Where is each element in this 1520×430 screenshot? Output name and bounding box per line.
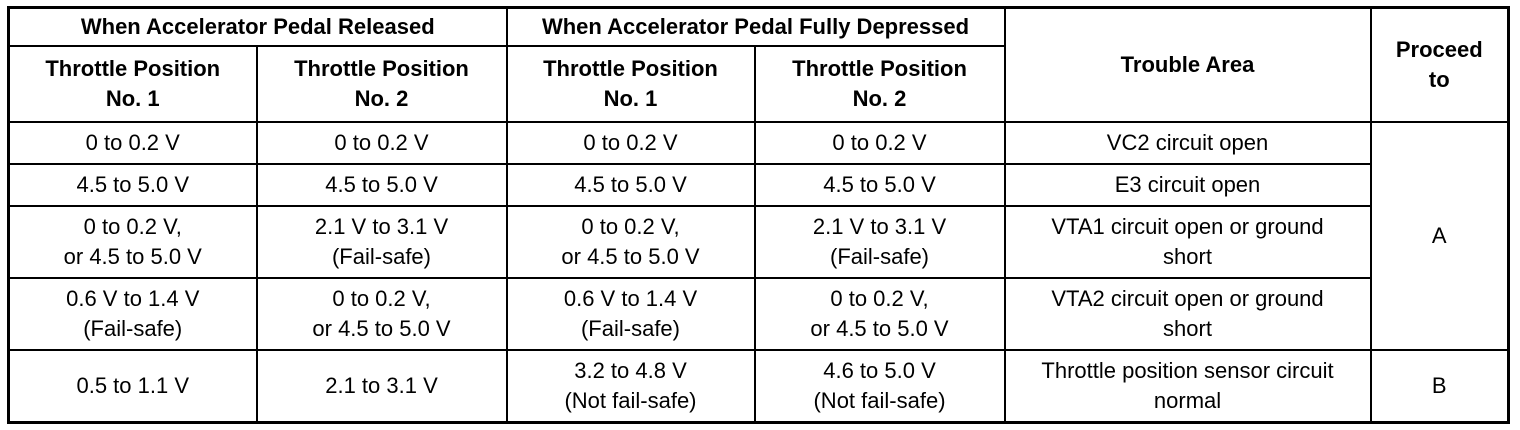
proceed-to-cell-a: A — [1369, 120, 1510, 351]
table-cell: 4.5 to 5.0 V — [505, 162, 756, 207]
table-cell: 4.5 to 5.0 V — [7, 162, 258, 207]
header-released-throttle-position-1: Throttle Position No. 1 — [7, 44, 258, 123]
table-cell: 0.6 V to 1.4 V (Fail-safe) — [505, 276, 756, 351]
trouble-area-cell: E3 circuit open — [1003, 162, 1372, 207]
trouble-area-cell: VTA2 circuit open or ground short — [1003, 276, 1372, 351]
table-cell: 0 to 0.2 V — [255, 120, 508, 165]
table-cell: 3.2 to 4.8 V (Not fail-safe) — [505, 348, 756, 424]
header-trouble-area: Trouble Area — [1003, 6, 1372, 123]
header-accelerator-released: When Accelerator Pedal Released — [7, 6, 508, 47]
table-cell: 0 to 0.2 V — [753, 120, 1006, 165]
table-row: 4.5 to 5.0 V 4.5 to 5.0 V 4.5 to 5.0 V 4… — [7, 162, 1509, 207]
table-cell: 0 to 0.2 V, or 4.5 to 5.0 V — [255, 276, 508, 351]
table-cell: 0.6 V to 1.4 V (Fail-safe) — [7, 276, 258, 351]
table-cell: 2.1 V to 3.1 V (Fail-safe) — [255, 204, 508, 279]
table-row: 0 to 0.2 V 0 to 0.2 V 0 to 0.2 V 0 to 0.… — [7, 120, 1510, 351]
table-row: 0 to 0.2 V, or 4.5 to 5.0 V 2.1 V to 3.1… — [7, 204, 1509, 279]
table-cell: 0 to 0.2 V — [505, 120, 756, 165]
table-cell: 0 to 0.2 V — [7, 120, 258, 165]
table-cell: 4.5 to 5.0 V — [255, 162, 508, 207]
trouble-area-cell: Throttle position sensor circuit normal — [1003, 348, 1372, 424]
table-cell: 0 to 0.2 V, or 4.5 to 5.0 V — [7, 204, 258, 279]
header-released-throttle-position-2: Throttle Position No. 2 — [255, 44, 508, 123]
diagnostic-table: When Accelerator Pedal Released When Acc… — [7, 6, 1511, 424]
table-cell: 2.1 V to 3.1 V (Fail-safe) — [753, 204, 1006, 279]
table-cell: 0 to 0.2 V, or 4.5 to 5.0 V — [753, 276, 1006, 351]
header-proceed-to: Proceed to — [1369, 6, 1510, 123]
header-accelerator-fully-depressed: When Accelerator Pedal Fully Depressed — [505, 6, 1006, 47]
trouble-area-cell: VTA1 circuit open or ground short — [1003, 204, 1372, 279]
header-row-sensors: Throttle Position No. 1 Throttle Positio… — [7, 44, 1509, 123]
header-depressed-throttle-position-1: Throttle Position No. 1 — [505, 44, 756, 123]
table-row: 0.5 to 1.1 V 2.1 to 3.1 V 3.2 to 4.8 V (… — [7, 348, 1510, 424]
table-row: 0.6 V to 1.4 V (Fail-safe) 0 to 0.2 V, o… — [7, 276, 1509, 351]
table-cell: 2.1 to 3.1 V — [255, 348, 508, 424]
proceed-to-cell-b: B — [1369, 348, 1510, 424]
table-cell: 4.6 to 5.0 V (Not fail-safe) — [753, 348, 1006, 424]
table-cell: 4.5 to 5.0 V — [753, 162, 1006, 207]
table-cell: 0.5 to 1.1 V — [7, 348, 258, 424]
header-depressed-throttle-position-2: Throttle Position No. 2 — [753, 44, 1006, 123]
header-row-groups: When Accelerator Pedal Released When Acc… — [7, 6, 1510, 123]
table-cell: 0 to 0.2 V, or 4.5 to 5.0 V — [505, 204, 756, 279]
trouble-area-cell: VC2 circuit open — [1003, 120, 1372, 165]
